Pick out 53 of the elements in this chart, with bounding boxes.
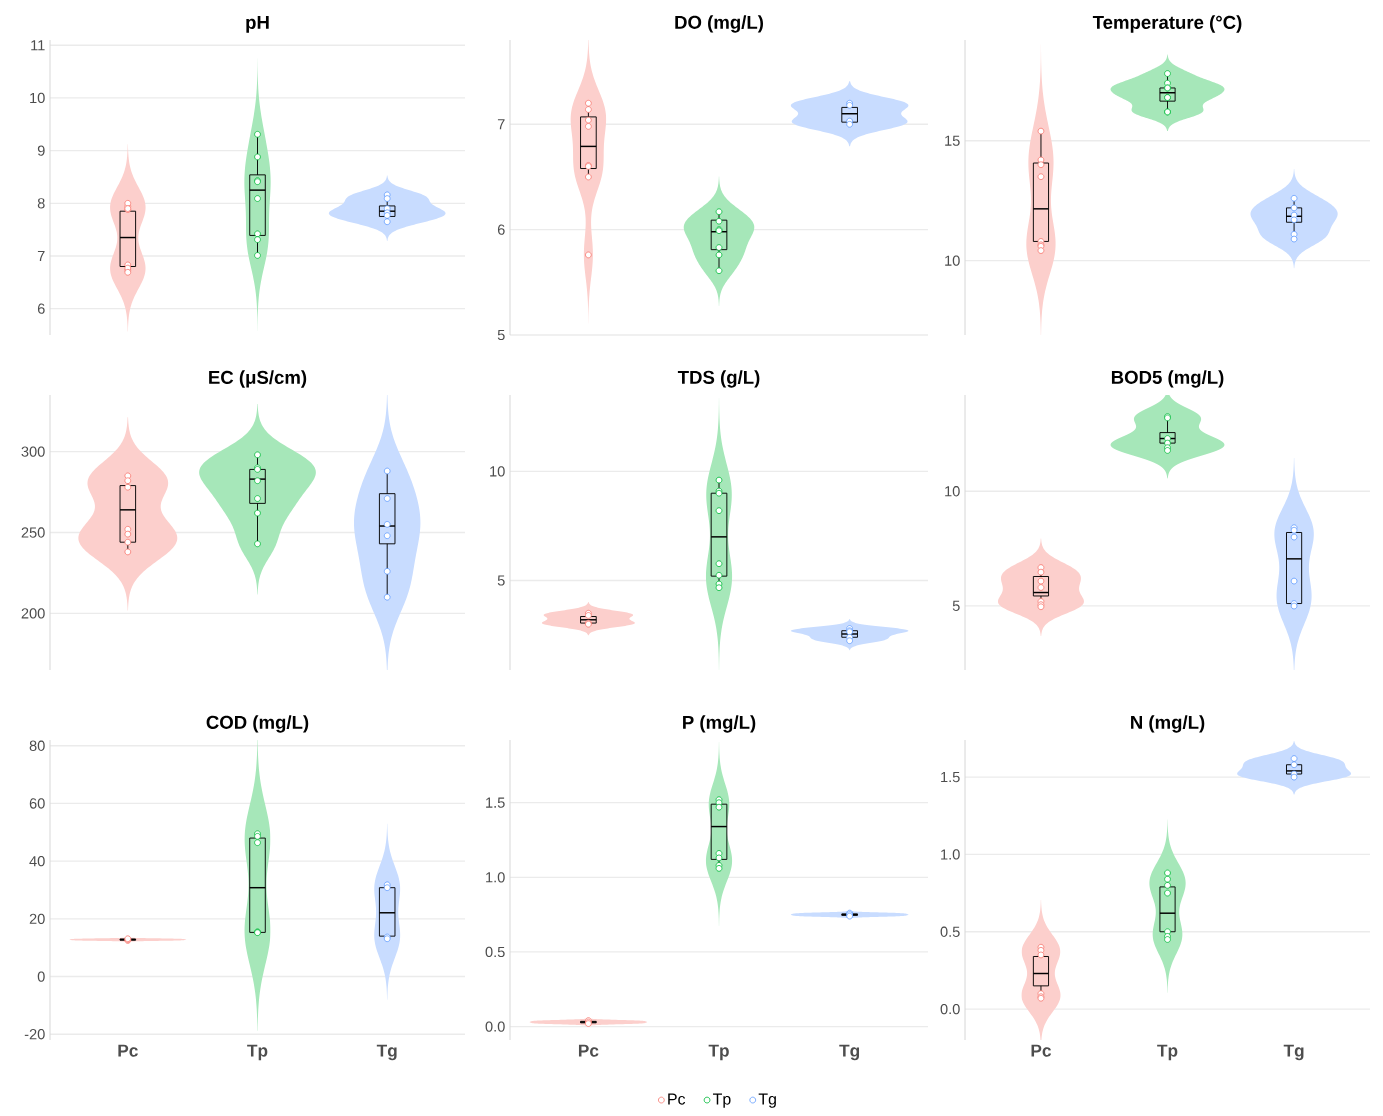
y-tick-label: 0.0 — [940, 1003, 960, 1015]
chart-title: Temperature (°C) — [1092, 15, 1242, 33]
x-tick-label: Pc — [578, 1044, 599, 1057]
x-tick-label: Tp — [708, 1044, 729, 1061]
chart-title: EC (μS/cm) — [209, 370, 307, 388]
x-tick-label: Tg — [376, 1044, 397, 1061]
y-tick-label: 10 — [490, 466, 505, 477]
y-tick-label: -20 — [24, 1029, 45, 1040]
chart-title: DO (mg/L) — [675, 15, 764, 33]
chart-title: TDS (g/L) — [677, 370, 760, 388]
y-tick-label: 5 — [497, 329, 505, 341]
y-tick-label: 6 — [37, 303, 45, 314]
y-tick-label: 250 — [21, 527, 45, 538]
chart-title: BOD5 (mg/L) — [1111, 370, 1224, 388]
y-tick-label: 10 — [945, 486, 960, 497]
y-tick-label: 0.5 — [940, 926, 960, 937]
chart-title: pH — [246, 15, 269, 33]
y-tick-label: 0 — [37, 971, 45, 982]
y-tick-label: 300 — [21, 446, 45, 457]
chart-title: COD (mg/L) — [206, 715, 309, 733]
x-tick-label: Pc — [118, 1044, 138, 1057]
y-tick-label: 80 — [29, 740, 45, 751]
y-tick-label: 5 — [952, 600, 960, 611]
legend-label: Tp — [712, 1093, 731, 1108]
x-tick-label: Tg — [839, 1044, 860, 1061]
y-tick-label: 9 — [37, 145, 45, 156]
x-tick-label: Tp — [247, 1044, 268, 1061]
y-tick-label: 7 — [37, 250, 45, 261]
chart-title: P (mg/L) — [683, 715, 756, 733]
y-tick-label: 7 — [497, 119, 505, 130]
y-tick-label: 11 — [31, 40, 45, 51]
y-tick-label: 0.5 — [485, 946, 505, 958]
y-tick-label: 60 — [29, 798, 45, 809]
y-tick-label: 10 — [30, 92, 45, 104]
y-tick-label: 200 — [21, 608, 45, 619]
y-tick-label: 1.5 — [486, 797, 505, 808]
y-tick-label: 20 — [29, 913, 45, 925]
y-tick-label: 15 — [945, 135, 960, 146]
legend-label: Tg — [758, 1093, 776, 1108]
x-tick-label: Tp — [1157, 1044, 1178, 1061]
y-tick-label: 8 — [37, 198, 45, 209]
x-tick-label: Pc — [1031, 1044, 1052, 1057]
y-tick-label: 5 — [497, 575, 505, 586]
y-tick-label: 40 — [29, 855, 45, 867]
y-tick-label: 1.0 — [486, 872, 505, 883]
x-tick-label: Tg — [1283, 1044, 1304, 1061]
y-tick-label: 1.5 — [941, 772, 960, 783]
chart-title: N (mg/L) — [1131, 715, 1205, 733]
y-tick-label: 6 — [497, 224, 505, 235]
y-tick-label: 1.0 — [941, 849, 960, 860]
y-tick-label: 10 — [945, 255, 960, 266]
legend-label: Pc — [668, 1093, 686, 1105]
y-tick-label: 0.0 — [485, 1021, 505, 1032]
